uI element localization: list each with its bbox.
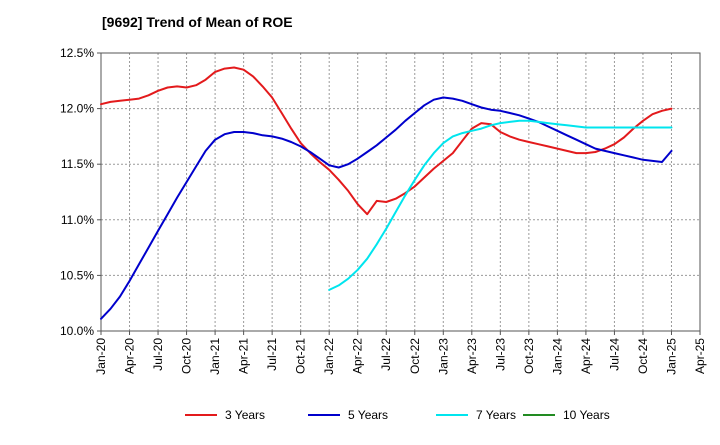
series-lines — [100, 66, 673, 320]
x-tick-label: Jul-22 — [379, 338, 393, 371]
legend-item: 3 Years — [185, 408, 265, 422]
x-tick-label: Apr-25 — [693, 338, 707, 374]
x-tick-label: Jul-24 — [607, 338, 621, 371]
x-tick-label: Jan-22 — [322, 338, 336, 375]
x-tick-label: Jul-21 — [265, 338, 279, 371]
y-tick-label: 10.0% — [60, 324, 94, 338]
x-tick-label: Apr-20 — [123, 338, 137, 374]
x-tick-label: Apr-22 — [351, 338, 365, 374]
x-tick-label: Jul-23 — [493, 338, 507, 371]
x-tick-label: Jan-24 — [550, 338, 564, 375]
y-tick-label: 11.5% — [61, 157, 94, 171]
series-line-7-years — [328, 119, 673, 291]
legend-item: 5 Years — [308, 408, 388, 422]
y-tick-label: 10.5% — [60, 268, 94, 282]
legend-label: 10 Years — [563, 408, 610, 422]
x-tick-label: Oct-22 — [408, 338, 422, 374]
x-tick-label: Oct-20 — [180, 338, 194, 374]
x-tick-label: Apr-21 — [237, 338, 251, 374]
legend-label: 5 Years — [348, 408, 388, 422]
chart-title: [9692] Trend of Mean of ROE — [102, 14, 293, 30]
legend-item: 10 Years — [523, 408, 610, 422]
y-tick-label: 12.5% — [60, 46, 94, 60]
series-line-5-years — [100, 96, 673, 320]
x-tick-label: Jul-20 — [151, 338, 165, 371]
plot-border — [100, 52, 701, 332]
x-tick-label: Apr-23 — [465, 338, 479, 374]
legend-label: 7 Years — [476, 408, 516, 422]
legend-item: 7 Years — [436, 408, 516, 422]
grid — [101, 53, 700, 331]
x-tick-label: Jan-20 — [94, 338, 108, 375]
x-tick-label: Jan-23 — [436, 338, 450, 375]
x-tick-label: Oct-24 — [636, 338, 650, 374]
x-tick-label: Apr-24 — [579, 338, 593, 374]
y-tick-label: 11.0% — [61, 213, 94, 227]
axes: 10.0% 10.5% 11.0% 11.5% 12.0% 12.5% Jan-20 Apr-… — [60, 46, 707, 375]
x-tick-label: Oct-23 — [522, 338, 536, 374]
legend: 3 Years 5 Years 7 Years 10 Years — [185, 408, 610, 422]
x-tick-label: Jan-25 — [664, 338, 678, 375]
series-line-3-years — [100, 66, 673, 216]
y-tick-label: 12.0% — [60, 102, 94, 116]
x-tick-label: Jan-21 — [208, 338, 222, 375]
x-tick-label: Oct-21 — [294, 338, 308, 374]
legend-label: 3 Years — [225, 408, 265, 422]
